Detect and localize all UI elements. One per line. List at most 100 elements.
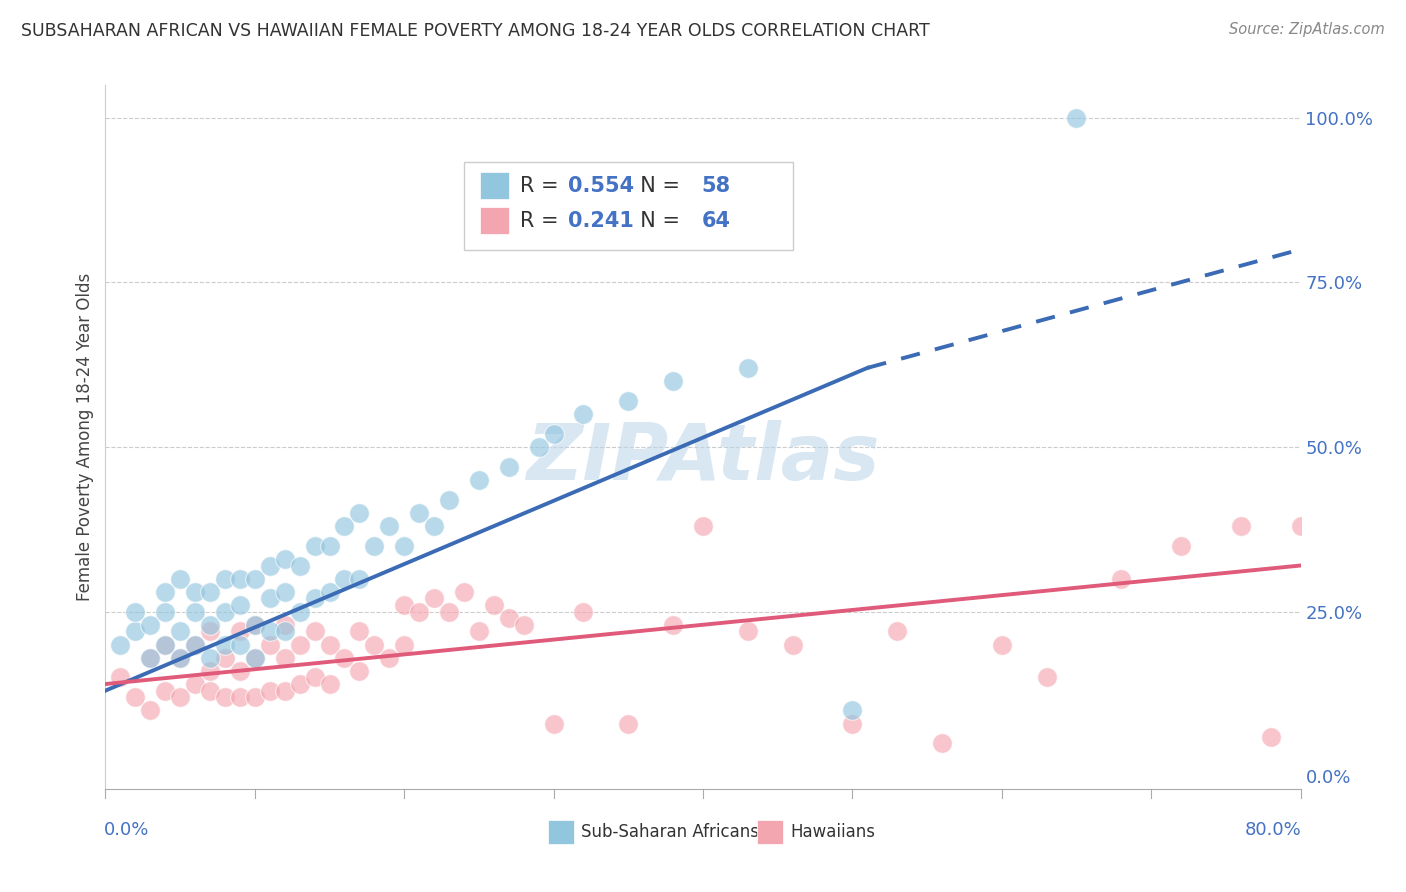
Point	[184, 638, 207, 652]
Point	[229, 624, 252, 639]
Text: 64: 64	[702, 211, 731, 231]
Point	[184, 605, 207, 619]
Point	[184, 677, 207, 691]
Point	[304, 539, 326, 553]
Point	[349, 506, 371, 520]
Point	[304, 591, 326, 606]
Text: 0.0%: 0.0%	[104, 822, 149, 839]
Point	[378, 650, 401, 665]
Text: 0.241: 0.241	[568, 211, 634, 231]
Point	[572, 407, 595, 421]
Point	[333, 519, 356, 533]
Point	[155, 638, 177, 652]
Text: Source: ZipAtlas.com: Source: ZipAtlas.com	[1229, 22, 1385, 37]
Point	[198, 585, 221, 599]
Point	[482, 598, 505, 612]
Point	[543, 426, 565, 441]
Point	[349, 624, 371, 639]
Point	[408, 605, 430, 619]
Point	[259, 591, 281, 606]
Point	[243, 572, 266, 586]
Point	[214, 690, 236, 705]
Point	[349, 664, 371, 678]
Point	[423, 519, 446, 533]
Point	[198, 664, 221, 678]
Point	[408, 506, 430, 520]
Point	[229, 690, 252, 705]
Point	[243, 650, 266, 665]
Point	[527, 440, 550, 454]
Point	[229, 572, 252, 586]
Text: 58: 58	[702, 176, 731, 195]
Point	[139, 650, 162, 665]
Point	[572, 605, 595, 619]
Point	[259, 638, 281, 652]
Point	[782, 638, 804, 652]
Point	[214, 572, 236, 586]
Point	[1229, 519, 1253, 533]
Point	[394, 638, 416, 652]
Text: N =: N =	[627, 211, 686, 231]
Point	[124, 605, 146, 619]
Point	[543, 716, 565, 731]
Point	[229, 638, 252, 652]
Point	[259, 624, 281, 639]
Point	[273, 683, 295, 698]
Point	[333, 572, 356, 586]
Point	[198, 617, 221, 632]
Point	[155, 683, 177, 698]
Point	[886, 624, 908, 639]
Point	[184, 638, 207, 652]
Point	[304, 624, 326, 639]
Point	[617, 716, 640, 731]
Point	[363, 539, 385, 553]
Point	[229, 598, 252, 612]
Point	[1289, 519, 1312, 533]
Point	[333, 650, 356, 665]
Point	[1066, 111, 1088, 125]
Point	[437, 492, 460, 507]
Point	[363, 638, 385, 652]
Point	[498, 611, 520, 625]
Point	[288, 677, 311, 691]
Point	[214, 605, 236, 619]
Point	[273, 552, 295, 566]
Point	[169, 572, 191, 586]
Point	[273, 585, 295, 599]
Point	[394, 598, 416, 612]
Text: R =: R =	[520, 211, 565, 231]
Point	[259, 558, 281, 573]
Y-axis label: Female Poverty Among 18-24 Year Olds: Female Poverty Among 18-24 Year Olds	[76, 273, 94, 601]
Point	[931, 736, 953, 750]
Point	[155, 605, 177, 619]
FancyBboxPatch shape	[547, 820, 574, 845]
Point	[184, 585, 207, 599]
Point	[437, 605, 460, 619]
Point	[124, 690, 146, 705]
Point	[243, 690, 266, 705]
Point	[1111, 572, 1133, 586]
Point	[198, 683, 221, 698]
Point	[468, 473, 491, 487]
Text: N =: N =	[627, 176, 686, 195]
Point	[169, 650, 191, 665]
Point	[318, 677, 340, 691]
Point	[288, 605, 311, 619]
Text: 0.554: 0.554	[568, 176, 634, 195]
Point	[139, 650, 162, 665]
Point	[214, 650, 236, 665]
Point	[304, 670, 326, 684]
Point	[513, 617, 536, 632]
Point	[318, 638, 340, 652]
Point	[498, 459, 520, 474]
FancyBboxPatch shape	[756, 820, 783, 845]
Point	[1035, 670, 1057, 684]
Point	[214, 638, 236, 652]
Point	[198, 624, 221, 639]
Point	[1170, 539, 1192, 553]
Point	[273, 617, 295, 632]
Point	[841, 716, 863, 731]
Point	[349, 572, 371, 586]
Point	[110, 670, 132, 684]
Text: SUBSAHARAN AFRICAN VS HAWAIIAN FEMALE POVERTY AMONG 18-24 YEAR OLDS CORRELATION : SUBSAHARAN AFRICAN VS HAWAIIAN FEMALE PO…	[21, 22, 929, 40]
